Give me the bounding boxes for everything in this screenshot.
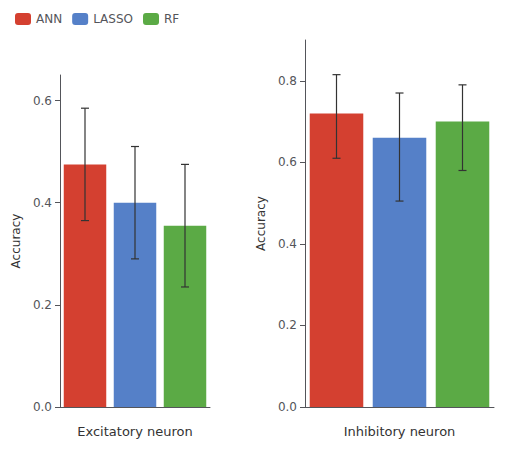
svg-text:LASSO: LASSO	[93, 12, 133, 26]
svg-text:0.0: 0.0	[278, 400, 297, 414]
svg-text:0.2: 0.2	[33, 298, 52, 312]
svg-text:Accuracy: Accuracy	[9, 214, 23, 269]
svg-text:Accuracy: Accuracy	[254, 196, 268, 251]
svg-text:Excitatory neuron: Excitatory neuron	[77, 424, 192, 439]
svg-text:ANN: ANN	[36, 12, 62, 26]
svg-text:0.0: 0.0	[33, 400, 52, 414]
svg-text:0.2: 0.2	[278, 318, 297, 332]
svg-text:0.4: 0.4	[278, 237, 297, 251]
svg-text:0.6: 0.6	[278, 155, 297, 169]
svg-text:RF: RF	[164, 12, 179, 26]
svg-text:0.6: 0.6	[33, 94, 52, 108]
svg-text:0.4: 0.4	[33, 196, 52, 210]
svg-text:0.8: 0.8	[278, 74, 297, 88]
svg-text:Inhibitory neuron: Inhibitory neuron	[344, 424, 456, 439]
